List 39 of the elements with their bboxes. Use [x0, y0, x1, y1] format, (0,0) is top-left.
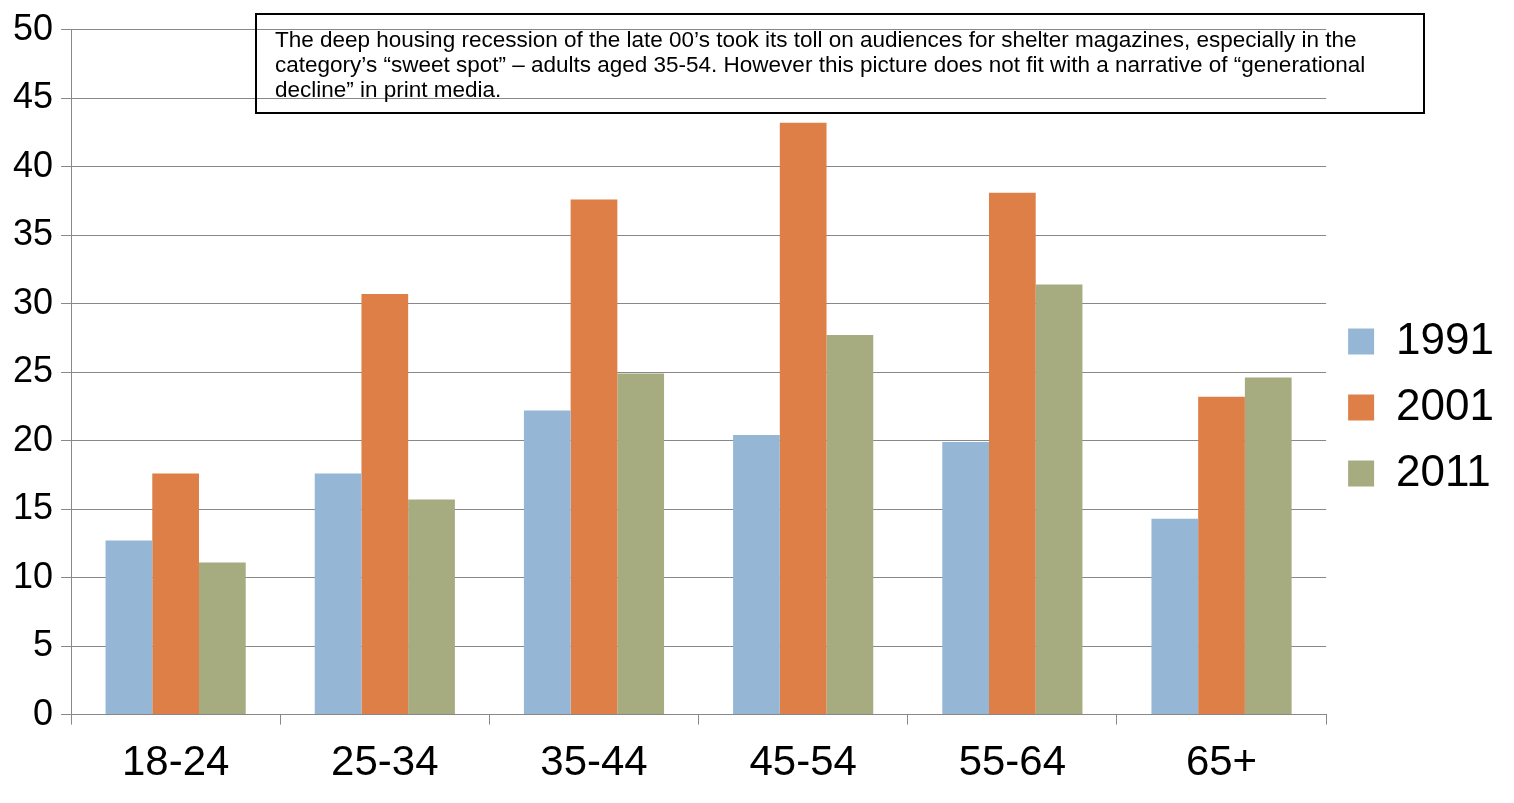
x-tick-label: 25-34 [331, 737, 439, 785]
bar [361, 294, 409, 715]
y-tick-label: 5 [33, 623, 54, 665]
x-tick-label: 65+ [1185, 737, 1258, 785]
legend-label: 2001 [1396, 379, 1495, 429]
bar [408, 499, 455, 715]
y-tick-label: 25 [13, 349, 54, 391]
bar [314, 473, 362, 715]
bar [1198, 396, 1245, 715]
bar [826, 335, 874, 715]
bar [105, 540, 153, 715]
legend-label: 1991 [1396, 313, 1495, 363]
y-tick-label: 45 [13, 75, 54, 117]
bar [617, 373, 665, 715]
x-tick-label: 35-44 [540, 737, 648, 785]
y-tick-label: 30 [13, 280, 54, 322]
annotation: The deep housing recession of the late 00’s took its toll on audiences for shelter magazines, especially in the category’s “sweet spot” – adults aged 35-54. However this picture does not fit with a narrative of “generational decline” in print media. [255, 13, 1425, 114]
y-tick-label: 15 [13, 486, 54, 528]
bar [988, 192, 1036, 715]
bar [779, 122, 827, 715]
y-tick-label: 40 [13, 143, 54, 185]
x-tick-label: 45-54 [749, 737, 857, 785]
bar [523, 410, 571, 715]
bar [1035, 284, 1083, 715]
bar [152, 473, 199, 715]
bar [1151, 518, 1199, 715]
x-tick-label: 55-64 [958, 737, 1067, 785]
x-tick-label: 18-24 [121, 737, 230, 785]
bar [733, 435, 780, 715]
bar [570, 199, 618, 715]
bar [198, 562, 246, 715]
y-tick-label: 0 [33, 691, 54, 733]
legend-label: 2011 [1396, 445, 1491, 495]
y-tick-label: 20 [13, 417, 54, 459]
bar [1244, 377, 1292, 715]
bar [942, 441, 989, 715]
y-tick-label: 35 [13, 212, 54, 254]
y-tick-label: 50 [13, 6, 54, 48]
y-tick-label: 10 [13, 554, 54, 596]
